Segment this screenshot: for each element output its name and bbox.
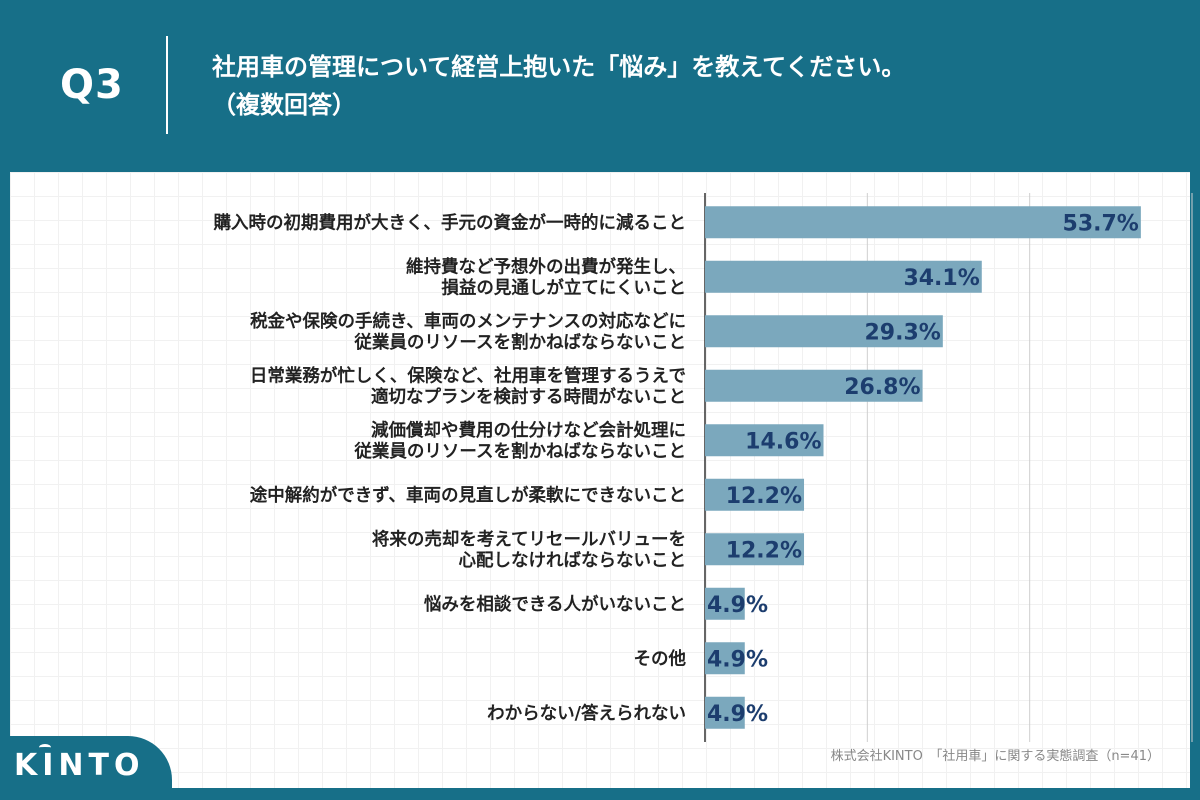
value-label-4: 26.8% [844,375,920,400]
bar-7 [705,533,805,566]
value-label-7: 12.2% [726,538,802,563]
bar-9 [705,642,745,675]
value-label-1: 53.7% [1063,211,1139,236]
logo-tab [0,736,172,800]
bar-1 [705,206,1141,239]
question-title-line1: 社用車の管理について経営上抱いた「悩み」を教えてください。 [212,53,906,81]
chart-panel [10,172,1190,788]
value-label-8: 4.9% [707,593,768,618]
header-divider [166,36,168,134]
bar-8 [705,587,745,620]
category-label-2-line-2: 損益の見通しが立てにくいこと [441,277,686,298]
bar-6 [705,478,805,511]
category-label-7-line-1: 将来の売却を考えてリセールバリューを [372,529,686,550]
category-label-9-line-1: その他 [634,648,687,669]
category-label-4-line-2: 適切なプランを検討する時間がないこと [371,386,686,407]
value-label-5: 14.6% [745,429,821,454]
value-label-10: 4.9% [707,702,768,727]
category-label-3-line-1: 税金や保険の手続き、車両のメンテナンスの対応などに [250,311,686,332]
category-label-3-line-2: 従業員のリソースを割かねばならないこと [353,332,686,353]
kinto-logo: KINTO [14,748,145,783]
value-label-3: 29.3% [864,320,940,345]
question-title: 社用車の管理について経営上抱いた「悩み」を教えてください。 （複数回答） [212,48,1172,124]
question-title-line2: （複数回答） [212,91,356,119]
header: Q3 社用車の管理について経営上抱いた「悩み」を教えてください。 （複数回答） [0,0,1200,170]
value-label-2: 34.1% [903,266,979,291]
bar-3 [705,315,943,348]
value-label-6: 12.2% [726,484,802,509]
bar-10 [705,696,745,729]
category-label-1-line-1: 購入時の初期費用が大きく、手元の資金が一時的に減ること [213,212,687,233]
category-label-8-line-1: 悩みを相談できる人がいないこと [424,594,686,615]
category-label-4-line-1: 日常業務が忙しく、保険など、社用車を管理するうえで [250,365,686,386]
logo-accent-icon [39,744,51,751]
question-number: Q3 [60,62,124,108]
bar-5 [705,424,824,457]
bar-4 [705,369,923,402]
category-label-2-line-1: 維持費など予想外の出費が発生し、 [406,256,686,277]
category-label-5-line-2: 従業員のリソースを割かねばならないこと [353,441,686,462]
bar-2 [705,260,982,293]
value-label-9: 4.9% [707,647,768,672]
category-label-6-line-1: 途中解約ができず、車両の見直しが柔軟にできないこと [250,485,686,506]
category-label-5-line-1: 減価償却や費用の仕分けなど会計処理に [371,420,686,441]
category-label-7-line-2: 心配しなければならないこと [459,551,687,571]
category-label-10-line-1: わからない/答えられない [487,703,686,724]
source-note: 株式会社KINTO 「社用車」に関する実態調査（n=41） [830,749,1160,764]
